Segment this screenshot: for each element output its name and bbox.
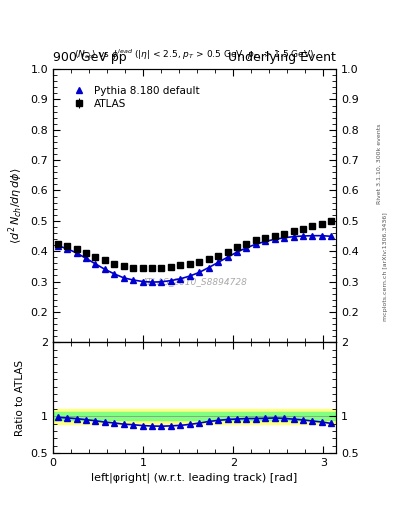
Pythia 8.180 default: [282, 234, 286, 241]
Text: $\langle N_{ch}\rangle$ vs $\phi^{lead}$ ($|\eta|$ < 2.5, $p_T$ > 0.5 GeV, $p_{T: $\langle N_{ch}\rangle$ vs $\phi^{lead}$…: [74, 47, 315, 62]
Pythia 8.180 default: [65, 246, 70, 252]
Pythia 8.180 default: [235, 249, 239, 255]
Text: Underlying Event: Underlying Event: [228, 51, 336, 64]
Legend: Pythia 8.180 default, ATLAS: Pythia 8.180 default, ATLAS: [70, 82, 202, 112]
Pythia 8.180 default: [320, 232, 324, 239]
Pythia 8.180 default: [187, 273, 192, 279]
Pythia 8.180 default: [55, 243, 60, 249]
Pythia 8.180 default: [140, 279, 145, 285]
Text: ATLAS_2010_S8894728: ATLAS_2010_S8894728: [141, 278, 248, 287]
Pythia 8.180 default: [329, 233, 334, 240]
Pythia 8.180 default: [216, 259, 220, 265]
Pythia 8.180 default: [150, 279, 154, 285]
Pythia 8.180 default: [253, 241, 258, 247]
Pythia 8.180 default: [272, 236, 277, 242]
Pythia 8.180 default: [121, 275, 126, 281]
Y-axis label: $\langle d^2\,N_{ch}/d\eta\,d\phi\rangle$: $\langle d^2\,N_{ch}/d\eta\,d\phi\rangle…: [6, 167, 25, 244]
Pythia 8.180 default: [291, 233, 296, 240]
Pythia 8.180 default: [93, 261, 98, 267]
Pythia 8.180 default: [103, 266, 107, 272]
Bar: [53, 413, 336, 420]
Pythia 8.180 default: [169, 278, 173, 284]
Bar: [53, 409, 336, 423]
Pythia 8.180 default: [263, 239, 268, 245]
Pythia 8.180 default: [225, 254, 230, 260]
Pythia 8.180 default: [178, 275, 183, 282]
Pythia 8.180 default: [74, 250, 79, 256]
Text: 900 GeV pp: 900 GeV pp: [53, 51, 127, 64]
Text: Rivet 3.1.10, 300k events: Rivet 3.1.10, 300k events: [377, 123, 382, 204]
Pythia 8.180 default: [206, 265, 211, 271]
Pythia 8.180 default: [244, 245, 249, 251]
Pythia 8.180 default: [131, 277, 136, 283]
Pythia 8.180 default: [301, 233, 305, 239]
Y-axis label: Ratio to ATLAS: Ratio to ATLAS: [15, 359, 25, 436]
Pythia 8.180 default: [112, 271, 117, 277]
Text: mcplots.cern.ch [arXiv:1306.3436]: mcplots.cern.ch [arXiv:1306.3436]: [384, 212, 388, 321]
Pythia 8.180 default: [159, 279, 164, 285]
Line: Pythia 8.180 default: Pythia 8.180 default: [55, 233, 334, 285]
Pythia 8.180 default: [197, 269, 202, 275]
X-axis label: left|φright| (w.r.t. leading track) [rad]: left|φright| (w.r.t. leading track) [rad…: [92, 472, 298, 483]
Pythia 8.180 default: [310, 232, 315, 239]
Pythia 8.180 default: [84, 255, 88, 262]
